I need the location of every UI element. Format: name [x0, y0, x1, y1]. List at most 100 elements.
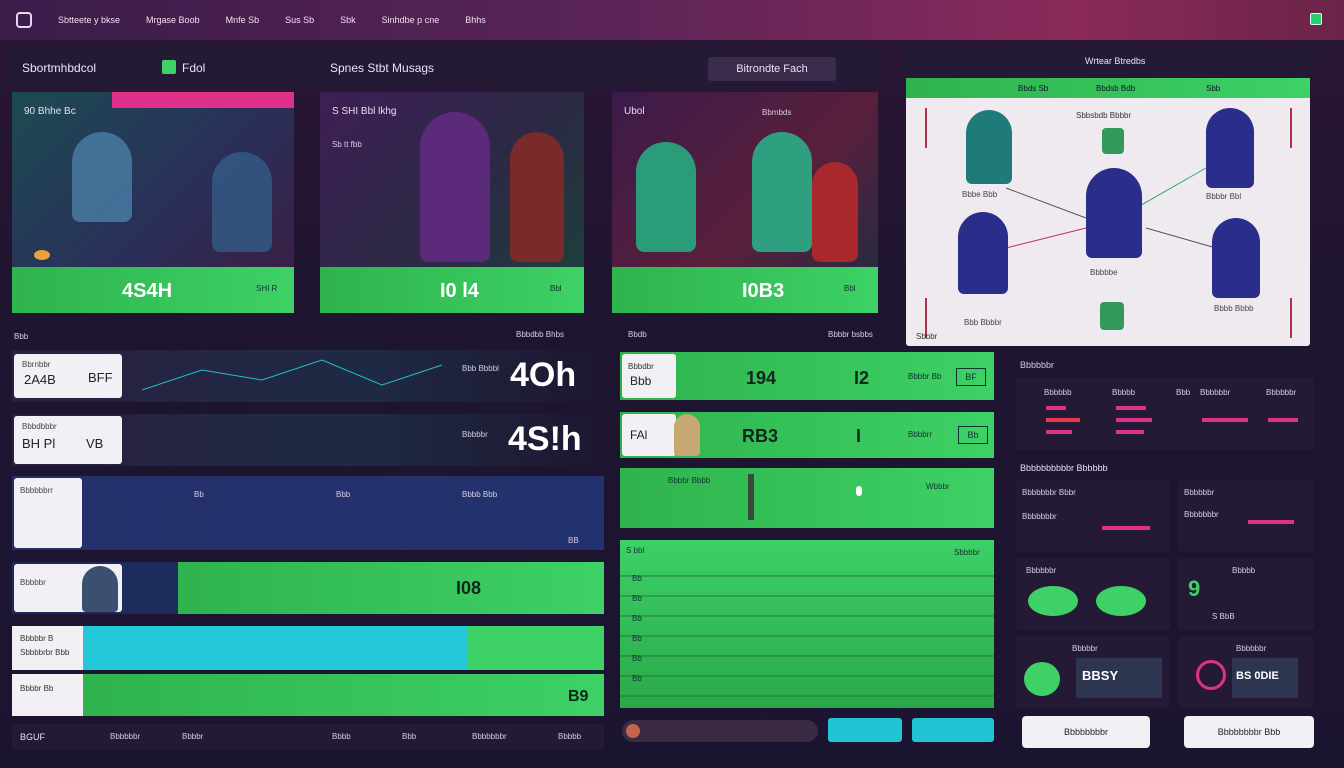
slider-track[interactable]: [622, 720, 818, 742]
box-value: BBSY: [1082, 668, 1119, 683]
mid-stat-tag-text: FAl: [630, 428, 648, 442]
right-button-2[interactable]: Bbbbbbbbr Bbb: [1184, 716, 1314, 748]
mid-stat-badge: BF: [956, 368, 986, 386]
bottom-item[interactable]: Bbbbbbbr: [472, 732, 507, 741]
slider-handle[interactable]: [626, 724, 640, 738]
stat-tag-value: 2A4B: [24, 372, 56, 387]
nav-item[interactable]: Sinhdbe p cne: [381, 15, 440, 25]
bottom-item[interactable]: Bbbbbbr: [110, 732, 141, 741]
field-grid: [620, 575, 994, 697]
field-title: S bbl: [626, 546, 645, 555]
stat-row-2[interactable]: Bbbdbbbr BH Pl VB Bbbbbr 4S!h: [12, 414, 604, 466]
mid-stat-row-2[interactable]: FAl RB3 I Bbbbrr Bb: [620, 412, 994, 458]
player-thumb: [674, 414, 700, 456]
match-card-2[interactable]: S SHI Bbl lkhg Sb tt fbb I0 l4 Bbl: [320, 92, 584, 314]
nav-item[interactable]: Mnfe Sb: [225, 15, 260, 25]
green-row-label: Bbbbr Bbbb: [668, 476, 711, 485]
right-box-5[interactable]: Bbbbbr BBSY: [1016, 636, 1170, 708]
row-title: Bbbbbr B: [20, 634, 54, 643]
right-box-4[interactable]: Bbbbb 9 S BbB: [1178, 558, 1314, 630]
player-avatar[interactable]: [1206, 108, 1254, 188]
formation-header: [906, 78, 1310, 98]
chart-blob: [1028, 586, 1078, 616]
data-row-3[interactable]: Bbbbbr B Sbbbbrbr Bbb: [12, 626, 604, 670]
page-title: Sbortmhbdcol: [22, 61, 97, 75]
field-row-label: Bb: [632, 614, 642, 623]
player-avatar[interactable]: [966, 110, 1012, 184]
row-cell: Bbb: [336, 490, 351, 499]
right-button-1[interactable]: Bbbbbbbbr: [1022, 716, 1150, 748]
bottom-item[interactable]: Bbb: [402, 732, 417, 741]
table-bar: [1116, 406, 1146, 410]
box-sub: S BbB: [1212, 612, 1235, 621]
player-figure: [510, 132, 564, 262]
table-col: Bbb: [1176, 388, 1191, 397]
stat-row-1[interactable]: Bbrnbbr 2A4B BFF Bbb Bbbbl 4Oh: [12, 350, 604, 402]
data-row-2[interactable]: Bbbbbr I08: [12, 562, 604, 614]
center-title: Spnes Stbt Musags: [330, 61, 435, 75]
card-label: 90 Bhhe Bc: [24, 106, 76, 117]
box-title: Bbbbbbr: [1184, 488, 1215, 497]
player-thumb: [82, 566, 118, 612]
nav-item[interactable]: Sus Sb: [285, 15, 315, 25]
card-score: 4S4H: [122, 280, 173, 302]
right-box-3[interactable]: Bbbbbbr: [1016, 558, 1170, 630]
nav-item[interactable]: Sbk: [340, 15, 356, 25]
player-name: Bbbbr Bbl: [1206, 192, 1242, 201]
nav-item[interactable]: Mrgase Boob: [146, 15, 200, 25]
field-row-label: Bb: [632, 654, 642, 663]
mid-stat-row-1[interactable]: Bbbdbr Bbb 194 I2 Bbbbr Bb BF: [620, 352, 994, 400]
box-value: 9: [1188, 576, 1201, 601]
player-name: Bbbb Bbbb: [1214, 304, 1254, 313]
formation-header-right: Sbb: [1206, 84, 1221, 93]
right-table: Bbbbbb Bbbbb Bbb Bbbbbbr Bbbbbbr: [1016, 378, 1314, 450]
tab-button[interactable]: Bitrondte Fach: [708, 57, 836, 81]
teal-button[interactable]: [912, 718, 994, 742]
formation-lines: [925, 108, 1292, 338]
match-card-1[interactable]: 90 Bhhe Bc 4S4H SHI R: [12, 92, 294, 314]
player-figure: [212, 152, 272, 252]
formation-board: Bbds Sb Bbdsb Bdb Sbb Sbbsbdb Bbbbr Bbbe…: [906, 78, 1310, 346]
ball-icon: [856, 486, 862, 496]
box-title: Bbbbbbr: [1026, 566, 1057, 575]
section-label: Bbbdbb Bhbs: [516, 330, 565, 339]
table-col: Bbbbbbr: [1266, 388, 1297, 397]
bottom-item[interactable]: Bbbbb: [558, 732, 582, 741]
player-name: Bbb Bbbbr: [964, 318, 1002, 327]
right-box-6[interactable]: Bbbbbbr BS 0DIE: [1178, 636, 1314, 708]
row-title: Bbbbbbrr: [20, 486, 53, 495]
row-cell: BB: [568, 536, 579, 545]
card-label: S SHI Bbl lkhg: [332, 106, 397, 117]
right-title: Wrtear Btredbs: [1085, 56, 1146, 66]
teal-button[interactable]: [828, 718, 902, 742]
bottom-item[interactable]: Bbbb: [332, 732, 351, 741]
box-row: Bbbbbbbr: [1184, 510, 1219, 519]
box-title: Bbbbb: [1232, 566, 1256, 575]
nav-item[interactable]: Bhhs: [465, 15, 486, 25]
match-card-3[interactable]: Ubol Bbmbds I0B3 Bbl: [612, 92, 878, 314]
top-bar: Sbtteete y bkse Mrgase Boob Mnfe Sb Sus …: [0, 0, 1344, 40]
right-box-2[interactable]: Bbbbbbr Bbbbbbbr: [1178, 480, 1314, 552]
mid-stat-label: Bbbbrr: [908, 430, 933, 439]
player-avatar[interactable]: [1212, 218, 1260, 298]
right-box-1[interactable]: Bbbbbbbr Bbbr Bbbbbbbr: [1016, 480, 1170, 552]
player-avatar[interactable]: [958, 212, 1008, 294]
green-row-sub: Wbbbr: [926, 482, 950, 491]
card-sub2: Bbmbds: [762, 108, 792, 117]
table-bar: [1116, 430, 1144, 434]
green-row[interactable]: Bbbbr Bbbb Wbbbr: [620, 468, 994, 528]
table-col: Bbbbbbr: [1200, 388, 1231, 397]
box-row: Bbbbbbbr: [1022, 512, 1057, 521]
field-subtitle: Sbbbbr: [954, 548, 980, 557]
card-score: I0B3: [742, 280, 785, 302]
table-bar: [1268, 418, 1298, 422]
data-row-4[interactable]: Bbbbr Bb B9: [12, 674, 604, 716]
player-name: Bbbe Bbb: [962, 190, 998, 199]
data-row-1[interactable]: Bbbbbbrr Bb Bbb Bbbb Bbb BB: [12, 476, 604, 550]
bottom-item[interactable]: BGUF: [20, 732, 46, 742]
player-avatar[interactable]: [1086, 168, 1142, 258]
window-toggle-icon[interactable]: [1310, 13, 1322, 25]
right-top-label: Bbbbbbr: [1020, 360, 1055, 370]
bottom-item[interactable]: Bbbbr: [182, 732, 204, 741]
radial-gauge-icon: [1196, 660, 1226, 690]
